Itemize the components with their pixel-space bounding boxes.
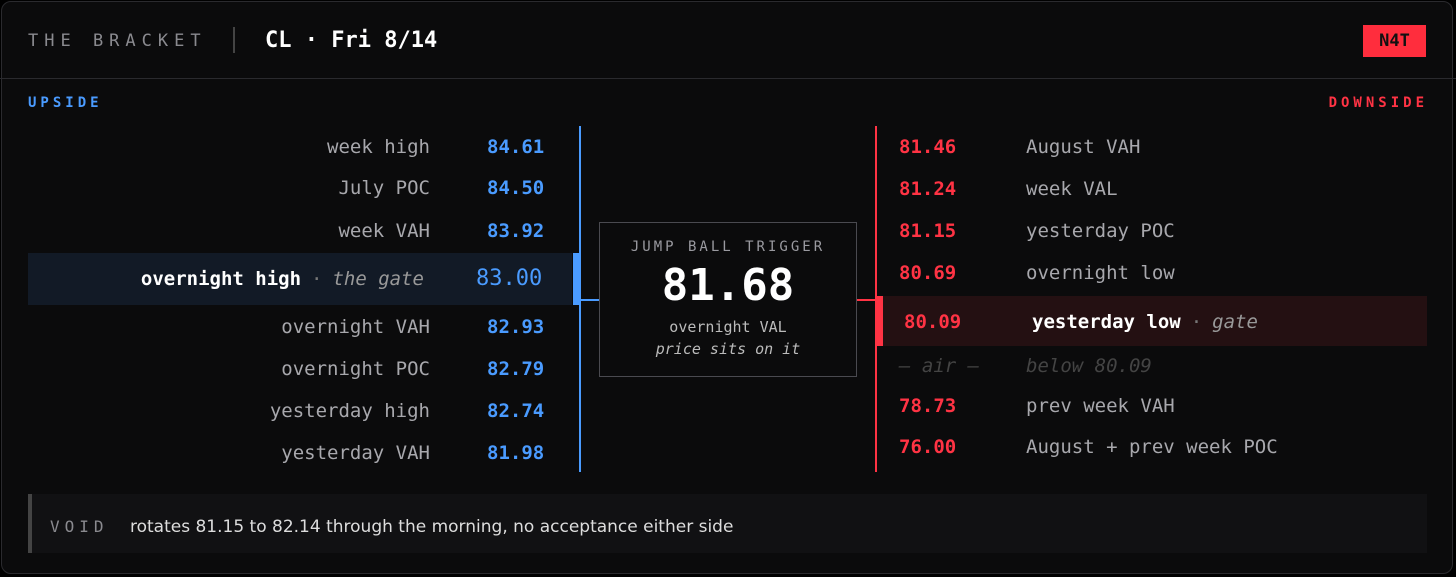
level-price: 83.92 (487, 220, 545, 242)
trigger-box (599, 222, 857, 377)
label-part: · (311, 268, 323, 290)
trigger-line: price sits on it (655, 340, 801, 358)
level-price: 82.79 (487, 358, 545, 380)
title: CL · Fri 8/14 (265, 28, 438, 53)
footer-box (28, 494, 1427, 553)
brand: THE BRACKET (28, 31, 207, 51)
upside-label: UPSIDE (28, 95, 103, 111)
level-label: overnight high · the gate (141, 267, 424, 291)
level-label: yesterday POC (1026, 220, 1175, 242)
footer-label: VOID (50, 517, 109, 536)
level-price: 80.09 (904, 311, 962, 333)
level-price: 81.98 (487, 442, 545, 464)
label-part: the gate (332, 268, 424, 290)
level-price: 82.93 (487, 316, 545, 338)
level-price: — air — (899, 355, 980, 377)
header-divider (0, 78, 1456, 79)
level-label: July POC (338, 177, 430, 199)
brand-divider (233, 27, 235, 53)
level-label: week high (327, 136, 430, 158)
level-label: prev week VAH (1026, 395, 1175, 417)
level-label: week VAL (1026, 178, 1118, 200)
level-label: yesterday VAH (281, 442, 430, 464)
level-label: yesterday high (269, 400, 430, 422)
level-label: below 80.09 (1026, 355, 1152, 377)
trigger-line: overnight VAL (669, 318, 787, 336)
level-label: August + prev week POC (1026, 436, 1278, 458)
label-part: yesterday low (1032, 311, 1181, 333)
level-price: 81.24 (899, 178, 957, 200)
level-label: week VAH (338, 220, 430, 242)
level-label: overnight VAH (281, 316, 430, 338)
level-price: 83.00 (476, 266, 543, 291)
label-part: gate (1212, 311, 1258, 333)
gate-highlight (28, 253, 572, 305)
badge: N4T (1363, 25, 1426, 57)
downside-label: DOWNSIDE (1328, 95, 1428, 111)
gate-marker (573, 253, 580, 305)
level-price: 81.15 (899, 220, 957, 242)
level-label: yesterday low · gate (1032, 310, 1258, 334)
connector (580, 299, 599, 301)
label-part: · (1190, 311, 1203, 333)
level-label: overnight low (1026, 262, 1175, 284)
gate-highlight (876, 296, 1427, 346)
level-price: 82.74 (487, 400, 545, 422)
level-price: 84.50 (487, 177, 545, 199)
trigger-label: JUMP BALL TRIGGER (630, 239, 826, 255)
level-label: overnight POC (281, 358, 430, 380)
gate-marker (876, 296, 883, 346)
connector (857, 299, 876, 301)
footer-text: rotates 81.15 to 82.14 through the morni… (130, 517, 734, 537)
label-part: overnight high (140, 268, 302, 290)
level-label: August VAH (1026, 136, 1141, 158)
level-price: 76.00 (899, 436, 957, 458)
level-price: 80.69 (899, 262, 957, 284)
level-price: 78.73 (899, 395, 957, 417)
trigger-price: 81.68 (661, 260, 795, 311)
level-price: 84.61 (487, 136, 545, 158)
level-price: 81.46 (899, 136, 957, 158)
